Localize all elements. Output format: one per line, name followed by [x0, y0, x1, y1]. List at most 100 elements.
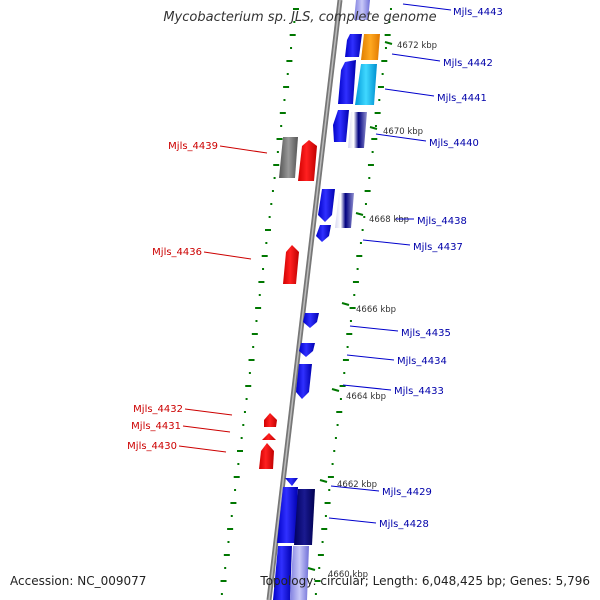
- gc-mark: [243, 411, 246, 413]
- gc-mark: [389, 8, 392, 10]
- gene-mjls-4429-block[interactable]: [277, 487, 298, 543]
- gene-label-mjls-4441[interactable]: Mjls_4441: [437, 93, 487, 104]
- gc-mark: [384, 47, 387, 49]
- gc-mark: [364, 203, 367, 205]
- gene-label-mjls-4430[interactable]: Mjls_4430: [127, 441, 177, 452]
- gc-mark: [242, 424, 245, 426]
- gene-bottom-a[interactable]: [273, 546, 292, 600]
- gc-mark: [339, 398, 342, 400]
- gc-mark: [223, 554, 230, 556]
- gene-label-mjls-4443[interactable]: Mjls_4443: [453, 7, 503, 18]
- accession-text: Accession: NC_009077: [10, 574, 147, 588]
- gc-mark: [374, 112, 381, 114]
- gc-mark: [374, 125, 377, 127]
- gene-label-mjls-4442[interactable]: Mjls_4442: [443, 58, 493, 69]
- gene-mjls-4438-block[interactable]: [335, 193, 354, 228]
- gc-mark: [240, 437, 243, 439]
- gene-label-mjls-4437[interactable]: Mjls_4437: [413, 242, 463, 253]
- gc-mark: [346, 333, 353, 335]
- gc-mark: [255, 320, 258, 322]
- gene-mjls-4432-block[interactable]: [264, 413, 277, 427]
- gc-mark: [262, 268, 265, 270]
- gene-label-mjls-4440[interactable]: Mjls_4440: [429, 138, 479, 149]
- gc-mark: [273, 164, 280, 166]
- gc-mark: [293, 21, 296, 23]
- gene-mjls-4428-block[interactable]: [294, 489, 315, 545]
- gc-mark: [381, 60, 388, 62]
- gc-mark: [368, 177, 371, 179]
- gc-mark: [283, 99, 286, 101]
- gene-label-mjls-4435[interactable]: Mjls_4435: [401, 328, 451, 339]
- gc-mark: [280, 125, 283, 127]
- gc-mark: [352, 281, 359, 283]
- gc-mark: [237, 463, 240, 465]
- kbp-label: 4666 kbp: [356, 305, 396, 315]
- page-title: Mycobacterium sp. JLS, complete genome: [163, 10, 437, 25]
- gc-mark: [371, 151, 374, 153]
- gc-mark: [292, 8, 299, 10]
- gene-grey-block[interactable]: [279, 137, 298, 178]
- gene-mjls-4433-block[interactable]: [296, 364, 312, 399]
- gc-mark: [286, 73, 289, 75]
- gene-block-4440-a[interactable]: [333, 110, 349, 142]
- gc-mark: [245, 385, 252, 387]
- gc-mark: [334, 437, 337, 439]
- gc-mark: [381, 73, 384, 75]
- genome-summary-text: Topology: circular; Length: 6,048,425 bp…: [260, 574, 590, 588]
- gene-block-left-4441[interactable]: [338, 60, 356, 104]
- gc-mark: [356, 255, 363, 257]
- gc-mark: [314, 593, 317, 595]
- gc-mark: [234, 489, 237, 491]
- gene-mjls-4443-block[interactable]: [354, 0, 370, 20]
- gene-small-arrow[interactable]: [285, 478, 298, 486]
- kbp-label: 4660 kbp: [328, 570, 368, 580]
- gc-mark: [361, 229, 364, 231]
- gene-mjls-4442-block[interactable]: [361, 34, 380, 60]
- gene-label-mjls-4432[interactable]: Mjls_4432: [133, 404, 183, 415]
- gc-mark: [343, 372, 346, 374]
- gene-bottom-b[interactable]: [290, 546, 309, 600]
- gc-mark: [289, 34, 296, 36]
- gc-mark: [356, 268, 359, 270]
- genome-backbone-highlight: [268, 0, 341, 600]
- gene-label-mjls-4438[interactable]: Mjls_4438: [417, 216, 467, 227]
- gene-mjls-4431-block[interactable]: [262, 433, 276, 440]
- gene-mjls-4436-block[interactable]: [283, 245, 299, 284]
- kbp-label: 4664 kbp: [346, 392, 386, 402]
- gene-block-left-4442[interactable]: [345, 34, 362, 57]
- gc-mark: [220, 593, 223, 595]
- gc-mark: [324, 515, 327, 517]
- gene-label-mjls-4434[interactable]: Mjls_4434: [397, 356, 447, 367]
- gc-mark: [349, 307, 356, 309]
- gene-label-mjls-4431[interactable]: Mjls_4431: [131, 421, 181, 432]
- gene-label-mjls-4439[interactable]: Mjls_4439: [168, 141, 218, 152]
- gc-mark: [258, 294, 261, 296]
- gc-mark: [331, 463, 334, 465]
- gc-skew-track: [220, 8, 392, 595]
- gene-mjls-4434-block[interactable]: [299, 343, 315, 357]
- kbp-label: 4662 kbp: [337, 480, 377, 490]
- gc-mark: [270, 203, 273, 205]
- gc-mark: [363, 216, 366, 218]
- gc-mark: [328, 489, 331, 491]
- gene-block-4438-a[interactable]: [318, 189, 335, 222]
- gene-label-mjls-4428[interactable]: Mjls_4428: [379, 519, 429, 530]
- gene-mjls-4435-block[interactable]: [303, 313, 319, 328]
- gc-mark: [227, 541, 230, 543]
- kbp-label: 4668 kbp: [369, 215, 409, 225]
- gene-label-mjls-4436[interactable]: Mjls_4436: [152, 247, 202, 258]
- gene-mjls-4441-block[interactable]: [355, 64, 377, 105]
- gc-mark: [227, 528, 234, 530]
- gc-mark: [245, 398, 248, 400]
- gc-mark: [230, 515, 233, 517]
- gene-mjls-4437-block[interactable]: [316, 225, 331, 242]
- gene-label-mjls-4433[interactable]: Mjls_4433: [394, 386, 444, 397]
- gene-mjls-4430-block[interactable]: [259, 443, 274, 469]
- gene-label-mjls-4429[interactable]: Mjls_4429: [382, 487, 432, 498]
- gene-mjls-4439-block[interactable]: [298, 140, 317, 181]
- gene-mjls-4440-block[interactable]: [348, 112, 367, 148]
- gc-mark: [346, 346, 349, 348]
- gc-mark: [224, 567, 227, 569]
